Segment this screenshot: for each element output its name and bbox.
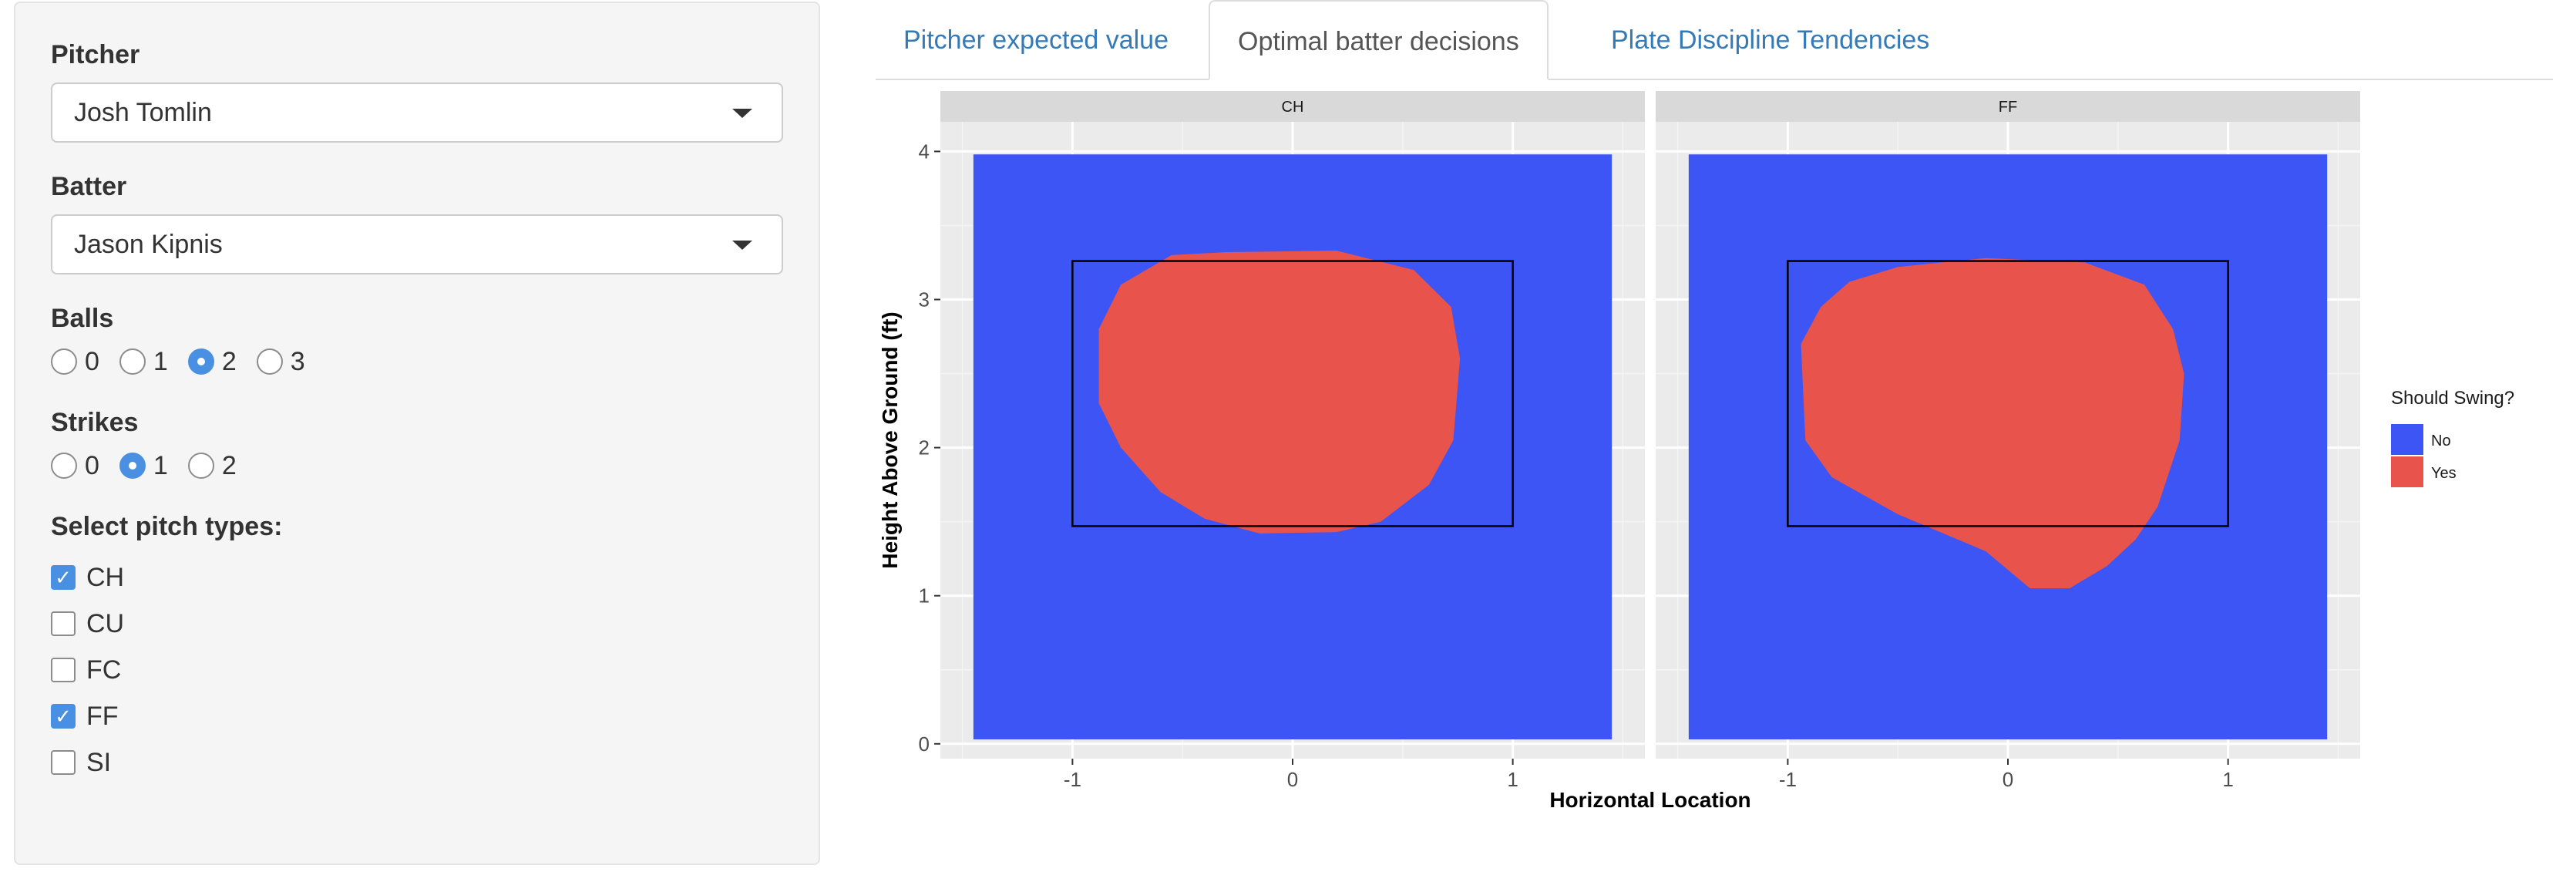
check-icon[interactable]: ✓ [51,704,76,729]
checkbox-label: CU [86,608,125,638]
pitch-type-checkbox-group: ✓ CH CU FC ✓ FF SI [51,554,783,786]
y-tick-label: 3 [919,288,930,311]
facet-strip-label: FF [1999,99,2017,116]
radio-button[interactable] [51,348,77,375]
checkbox[interactable] [51,611,76,636]
pitcher-select[interactable]: Josh Tomlin [51,82,783,143]
facet-strip-label: CH [1282,99,1304,116]
x-tick-label: -1 [1064,768,1081,791]
pitch-types-label: Select pitch types: [51,512,283,541]
y-tick-label: 0 [919,732,930,756]
batter-select[interactable]: Jason Kipnis [51,214,783,274]
radio-label: 2 [221,450,237,480]
swing-region [1098,251,1461,534]
radio-button[interactable] [51,453,77,479]
chevron-down-icon [732,109,752,118]
checkbox[interactable] [51,658,76,682]
balls-radio-group: 0 1 2 3 [51,346,783,377]
radio-button[interactable] [119,453,146,479]
radio-button[interactable] [187,348,214,375]
strikes-radio-group: 0 1 2 [51,450,783,481]
tab-pitcher-expected-value[interactable]: Pitcher expected value [903,25,1169,55]
balls-option-2[interactable]: 2 [187,346,237,377]
pitch-type-ch[interactable]: ✓ CH [51,554,783,601]
swing-decision-chart: CH -1 0 1 FF -1 0 1 0 1 2 3 4 Horizontal Location Heig… [879,91,2514,812]
tab-optimal-batter-decisions[interactable]: Optimal batter decisions [1209,0,1549,80]
strikes-option-2[interactable]: 2 [187,450,237,481]
radio-label: 1 [153,346,168,376]
sidebar-panel: Pitcher Josh Tomlin Batter Jason Kipnis … [14,2,820,865]
x-axis-title: Horizontal Location [1549,788,1750,812]
legend-entry-label: No [2431,433,2451,449]
checkbox-label: FF [86,701,119,731]
facet-strip [940,91,1645,122]
balls-option-1[interactable]: 1 [119,347,168,377]
checkbox-label: CH [86,562,125,592]
pitch-type-cu[interactable]: CU [51,601,783,647]
legend-swatch [2391,424,2423,455]
y-axis-title: Height Above Ground (ft) [879,311,902,568]
radio-label: 3 [290,346,305,376]
strike-zone-box [1071,260,1514,527]
strikes-label: Strikes [51,408,139,437]
legend-entry-label: Yes [2431,465,2457,482]
pitch-type-fc[interactable]: FC [51,647,783,693]
legend-title: Should Swing? [2391,388,2514,409]
radio-button[interactable] [119,348,146,375]
pitcher-label: Pitcher [51,40,140,69]
pitch-type-si[interactable]: SI [51,739,783,786]
balls-option-0[interactable]: 0 [51,347,99,377]
swing-region [1801,258,2184,589]
x-tick-label: 0 [1287,768,1298,791]
checkbox[interactable] [51,750,76,775]
x-tick-label: 0 [2003,768,2013,791]
radio-label: 1 [153,450,168,480]
x-tick-label: 1 [1507,768,1518,791]
radio-label: 0 [85,346,99,376]
strikes-option-0[interactable]: 0 [51,451,99,481]
pitcher-select-value: Josh Tomlin [74,98,212,127]
checkbox-label: FC [86,655,122,685]
tab-bar: Pitcher expected value Optimal batter de… [876,0,2553,80]
y-tick-label: 4 [919,140,930,163]
check-icon[interactable]: ✓ [51,565,76,590]
x-tick-label: 1 [2222,768,2233,791]
radio-label: 0 [85,450,99,480]
tab-plate-discipline-tendencies[interactable]: Plate Discipline Tendencies [1611,25,1930,55]
balls-label: Balls [51,304,114,333]
radio-button[interactable] [187,453,214,479]
pitch-type-ff[interactable]: ✓ FF [51,693,783,739]
y-tick-label: 2 [919,436,930,460]
strike-zone-box [1787,260,2229,527]
radio-button[interactable] [256,348,283,375]
radio-label: 2 [221,346,237,376]
x-tick-label: -1 [1779,768,1797,791]
checkbox-label: SI [86,747,112,777]
y-tick-label: 1 [919,584,930,608]
facet-strip [1656,91,2360,122]
batter-label: Batter [51,172,127,201]
batter-select-value: Jason Kipnis [74,230,223,259]
legend-swatch [2391,456,2423,487]
strikes-option-1[interactable]: 1 [119,451,168,481]
balls-option-3[interactable]: 3 [256,346,305,377]
chevron-down-icon [732,241,752,250]
